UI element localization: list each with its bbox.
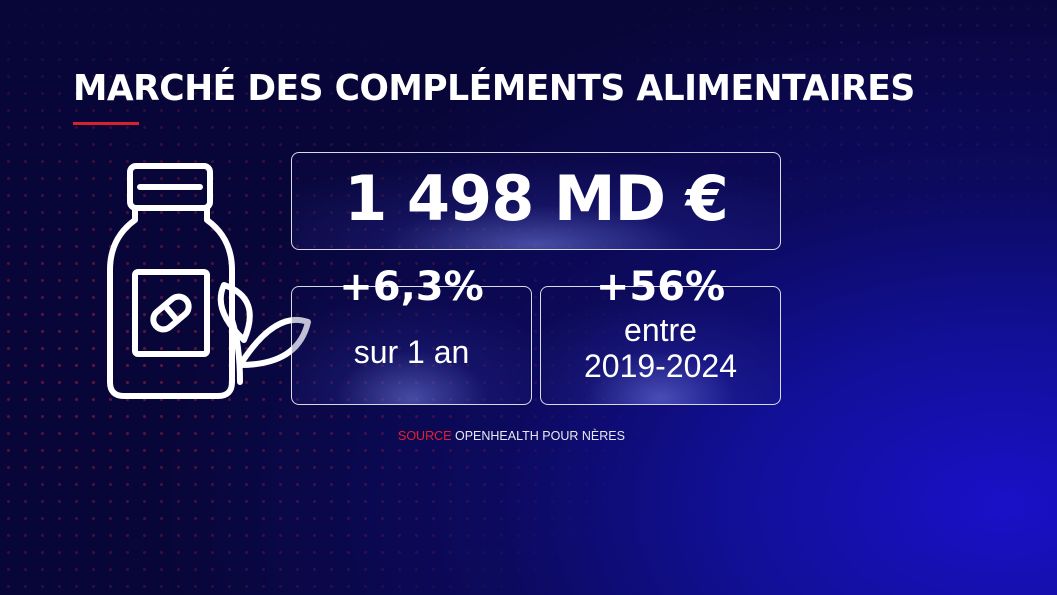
yearly-growth-label-line: sur 1 an — [353, 334, 470, 370]
stat-card-yearly — [291, 286, 532, 405]
page-title: MARCHÉ DES COMPLÉMENTS ALIMENTAIRES — [73, 68, 915, 109]
period-growth-label-line-1: entre — [624, 312, 697, 348]
source-key: SOURCE — [398, 429, 452, 443]
market-value: 1 498 MD € — [344, 162, 729, 235]
yearly-growth-label: sur 1 an — [291, 334, 532, 370]
yearly-growth-value: +6,3% — [339, 264, 484, 310]
supplement-bottle-icon — [107, 163, 311, 399]
period-growth-label-line-2: 2019-2024 — [583, 348, 738, 384]
period-growth-label: entre 2019-2024 — [540, 312, 781, 384]
bottle-label-icon — [132, 269, 210, 357]
bottle-body-icon — [107, 205, 235, 399]
source-text: OPENHEALTH POUR NÈRES — [454, 429, 625, 443]
leaf-left-icon — [217, 282, 253, 343]
period-growth-value: +56% — [595, 264, 726, 310]
bottle-cap-icon — [127, 163, 213, 211]
main-value-card — [291, 152, 781, 250]
title-underline — [73, 122, 139, 125]
source-credit: SOURCE OPENHEALTH POUR NÈRES — [398, 429, 625, 443]
capsule-icon — [150, 293, 192, 333]
stat-card-period — [540, 286, 781, 405]
